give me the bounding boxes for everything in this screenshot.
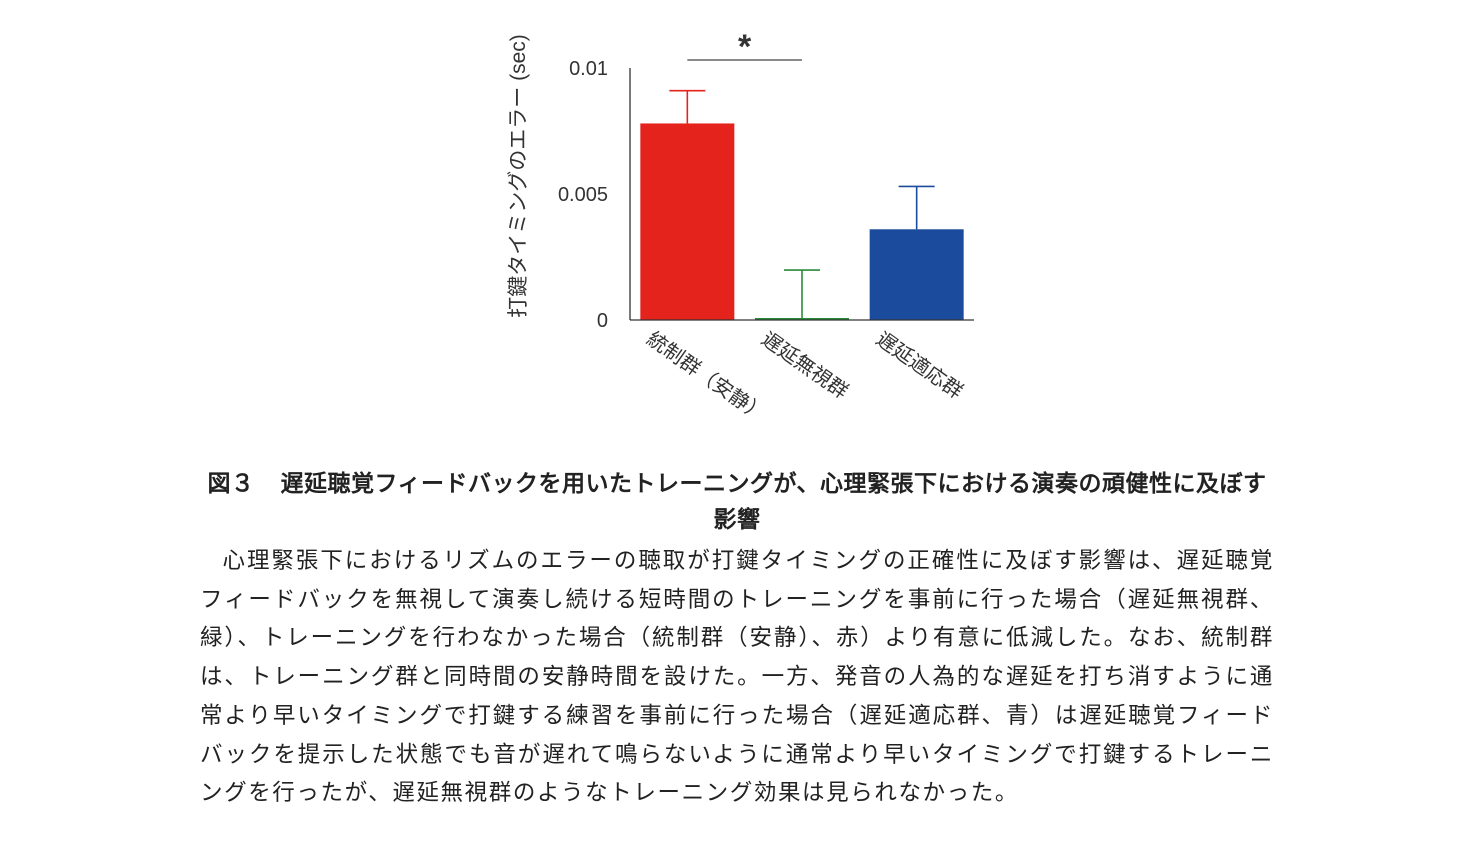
y-tick-label: 0.005 — [558, 184, 608, 206]
x-tick-label-2: 遅延無視群 — [757, 327, 852, 403]
y-tick-label: 0 — [597, 310, 608, 332]
bar-2 — [755, 317, 849, 320]
bar-1 — [640, 123, 735, 320]
figure-number: 図３ — [207, 471, 255, 497]
y-tick-label: 0.01 — [569, 58, 608, 80]
figure-title: 図３ 遅延聴覚フィードバックを用いたトレーニングが、心理緊張下における演奏の頑健性… — [200, 466, 1274, 538]
bar-chart: 0 0.005 0.01 打鍵タイミングのエラー (sec) 統制群（安静） 遅延無視群遅… — [480, 0, 1040, 440]
bar-3 — [869, 229, 964, 320]
figure-title-text: 遅延聴覚フィードバックを用いたトレーニングが、心理緊張下における演奏の頑健性に及… — [280, 471, 1267, 533]
chart-svg: 0 0.005 0.01 打鍵タイミングのエラー (sec) 統制群（安静）遅延無視群遅… — [507, 28, 974, 426]
x-tick-label-1: 統制群（安静） — [642, 327, 770, 426]
y-axis-label: 打鍵タイミングのエラー (sec) — [507, 34, 530, 318]
figure-caption: 図３ 遅延聴覚フィードバックを用いたトレーニングが、心理緊張下における演奏の頑健性… — [200, 466, 1274, 813]
x-tick-label-3: 遅延適応群 — [872, 327, 967, 403]
figure-description: 心理緊張下におけるリズムのエラーの聴取が打鍵タイミングの正確性に及ぼす影響は、遅… — [200, 548, 1274, 807]
significance-marker: * — [738, 28, 752, 66]
